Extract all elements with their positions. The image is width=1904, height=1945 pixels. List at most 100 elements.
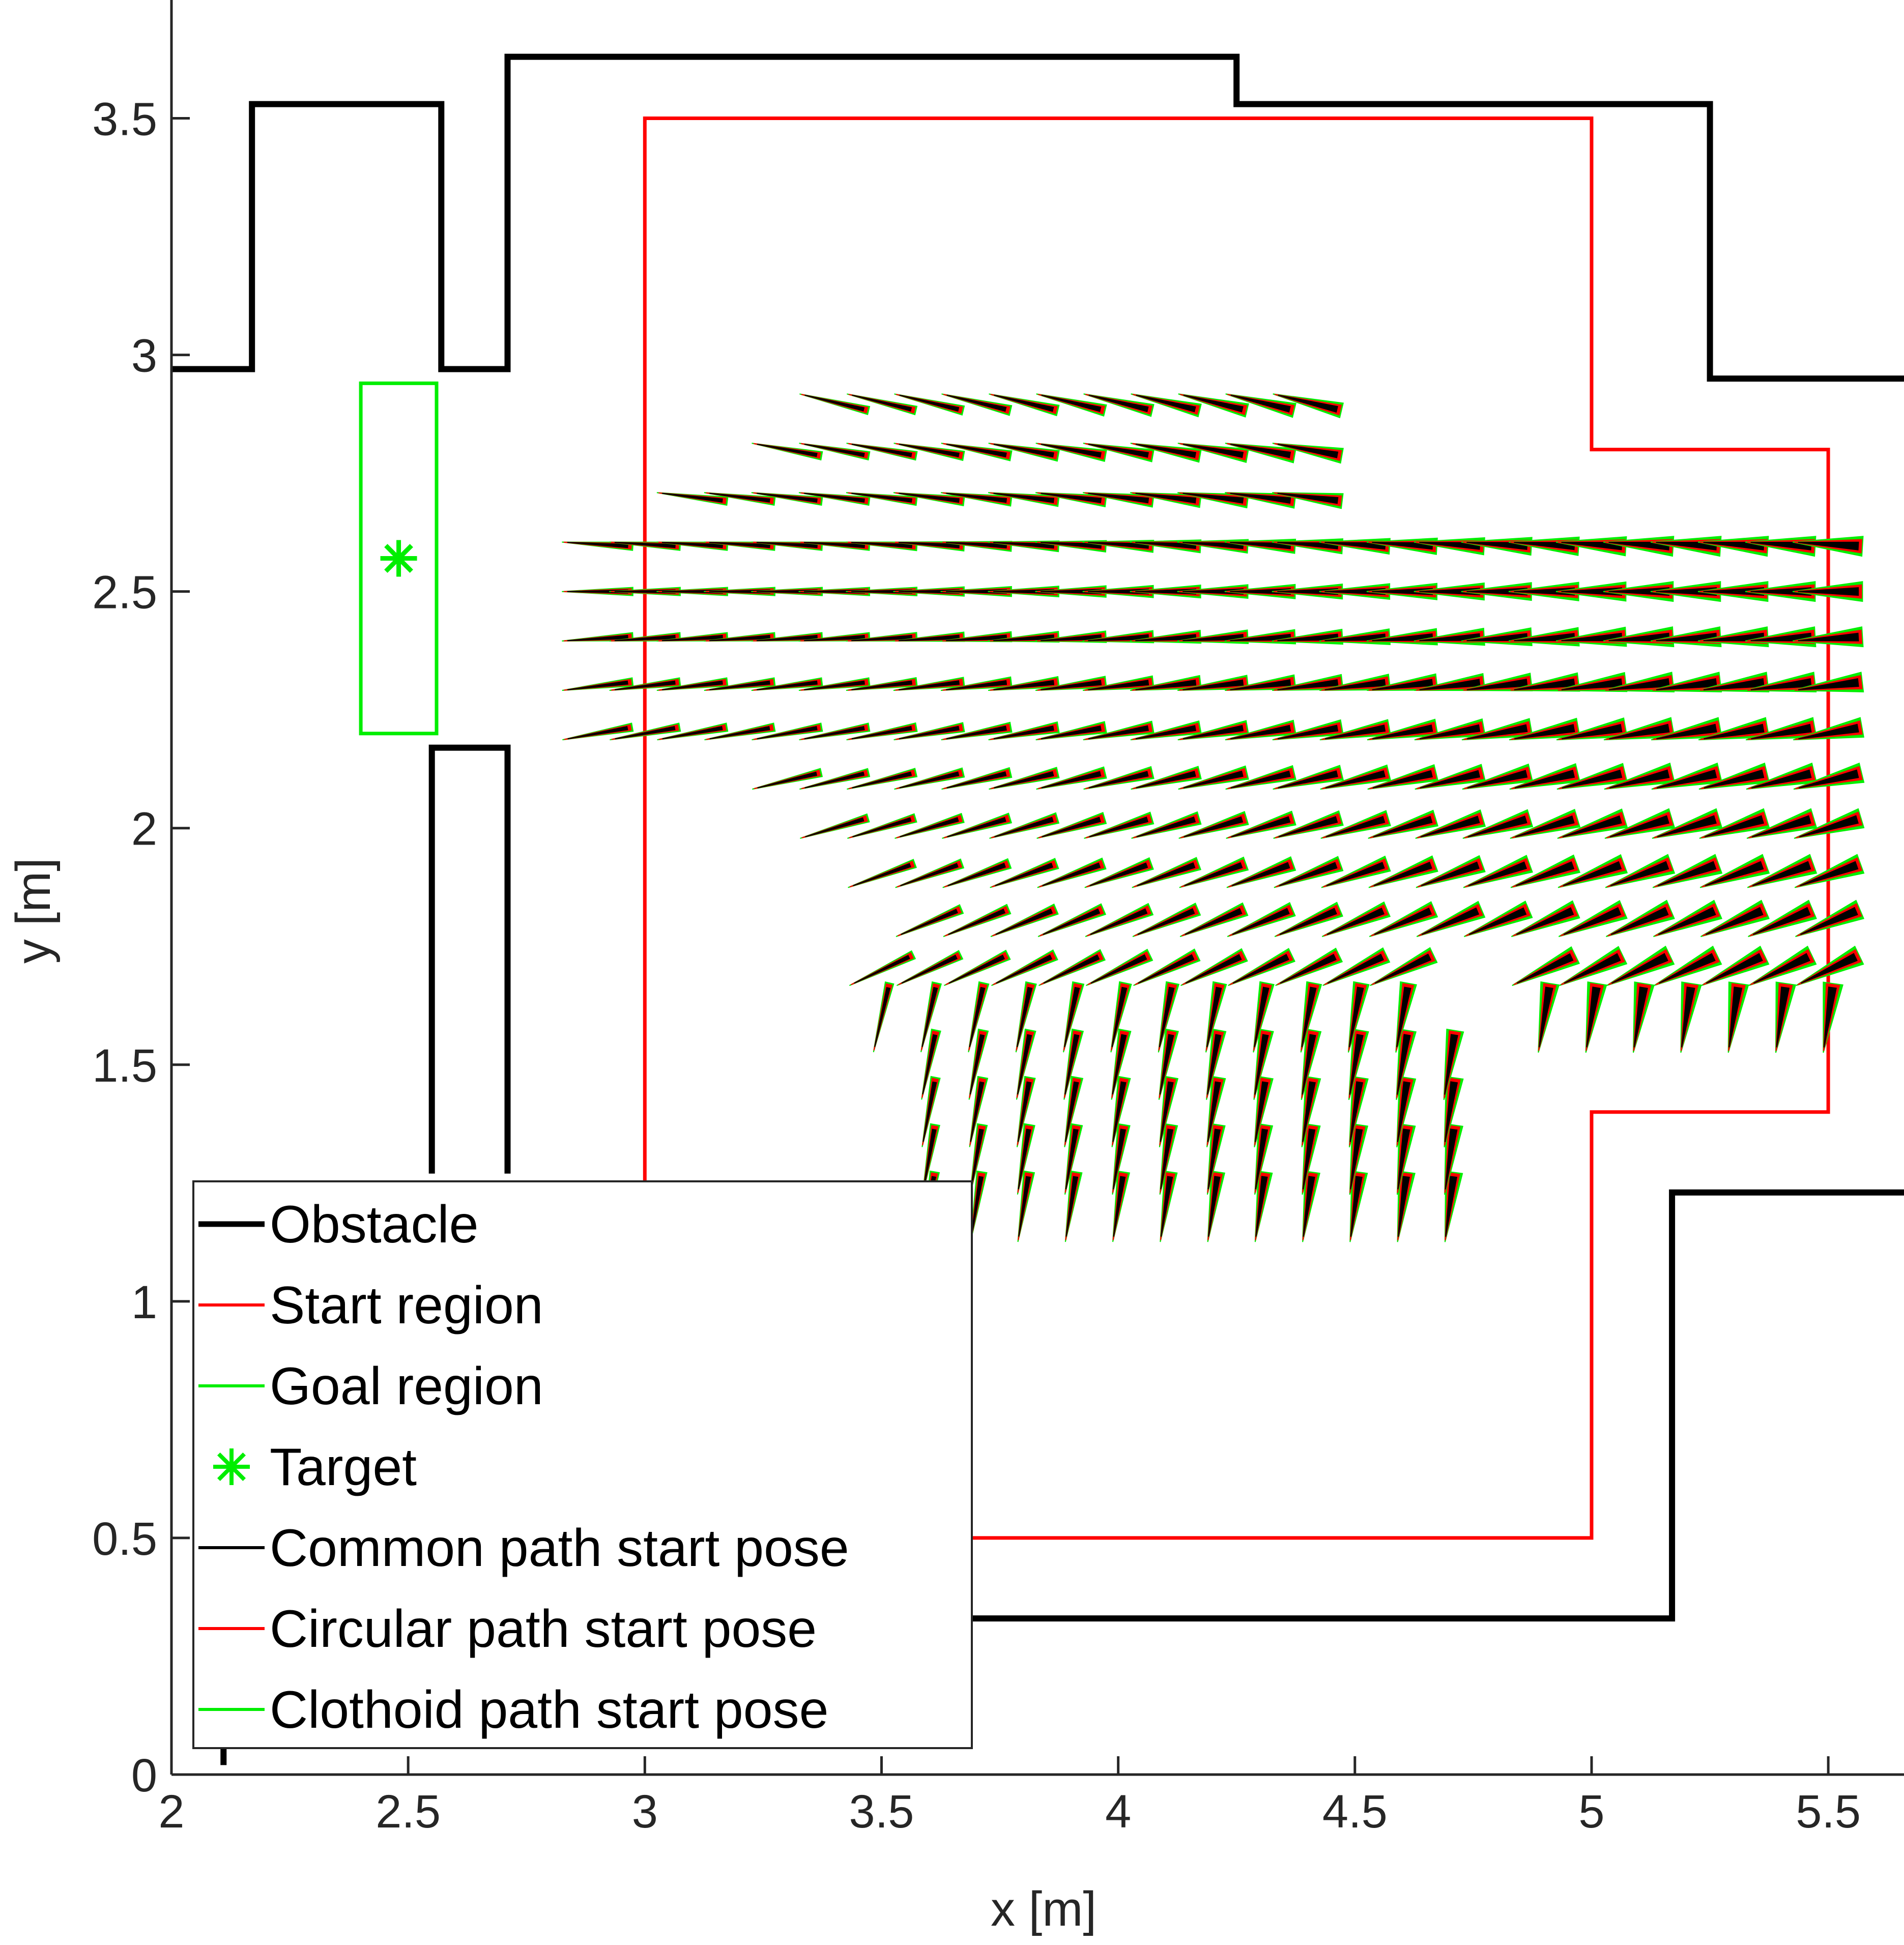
start-pose-wedge	[1652, 808, 1723, 839]
pose-wedge-layer	[1089, 817, 1149, 837]
start-pose-wedge	[1794, 854, 1865, 888]
pose-wedge-layer	[1138, 954, 1195, 984]
pose-wedge-layer	[1183, 394, 1244, 413]
pose-wedge-layer	[1700, 766, 1768, 790]
pose-wedge-layer	[1372, 770, 1433, 789]
pose-wedge-layer	[1793, 762, 1865, 790]
start-pose-wedge	[751, 677, 823, 691]
pose-wedge-layer	[1207, 1034, 1222, 1095]
start-pose-wedge	[1131, 393, 1202, 418]
start-pose-wedge	[562, 632, 634, 642]
start-pose-wedge	[1348, 1076, 1369, 1148]
pose-wedge-layer	[1562, 815, 1622, 837]
start-pose-wedge	[1747, 854, 1818, 888]
pose-wedge-layer	[1657, 861, 1717, 886]
start-pose-wedge	[968, 981, 990, 1053]
pose-wedge-layer	[1278, 394, 1338, 413]
start-pose-wedge	[1348, 1028, 1369, 1100]
start-pose-wedge	[1605, 899, 1675, 937]
legend-box	[192, 1180, 973, 1749]
start-pose-wedge	[1604, 808, 1676, 839]
pose-wedge-layer	[1680, 983, 1699, 1051]
legend: Obstacle Start region Goal region Target Com…	[192, 1180, 973, 1749]
pose-wedge-layer	[1088, 444, 1149, 458]
pose-wedge-layer	[1445, 1176, 1458, 1237]
pose-wedge-layer	[1538, 983, 1556, 1051]
start-pose-wedge	[1463, 855, 1533, 888]
pose-wedge-layer	[969, 986, 986, 1048]
start-pose-wedge	[798, 492, 871, 506]
start-pose-wedge	[1319, 674, 1391, 691]
pose-wedge-layer	[1179, 677, 1248, 691]
start-pose-wedge	[1699, 808, 1770, 839]
pose-wedge-layer	[1065, 1081, 1079, 1142]
pose-wedge-layer	[1746, 762, 1818, 790]
pose-wedge-layer	[1563, 861, 1622, 886]
pose-wedge-layer	[1419, 633, 1481, 642]
pose-wedge-layer	[1704, 723, 1765, 740]
pose-wedge-layer	[1656, 678, 1717, 690]
start-pose-wedge	[988, 540, 1060, 553]
start-pose-wedge	[1082, 539, 1155, 553]
pose-wedge-layer	[1751, 815, 1812, 837]
pose-wedge-layer	[1700, 720, 1768, 740]
start-pose-wedge	[798, 541, 871, 551]
pose-wedge-layer	[851, 680, 913, 690]
start-pose-wedge	[896, 950, 964, 986]
pose-wedge-layer	[1349, 1034, 1364, 1095]
start-pose-wedge	[609, 632, 681, 642]
start-pose-wedge	[562, 541, 634, 551]
start-pose-wedge	[1016, 1028, 1036, 1100]
start-pose-wedge	[920, 981, 942, 1053]
pose-wedge-layer	[1610, 907, 1669, 935]
pose-wedge-layer	[567, 680, 628, 690]
pose-wedge-layer	[1225, 443, 1296, 463]
pose-wedge-layer	[1182, 444, 1244, 458]
pose-wedge-layer	[1398, 1176, 1410, 1237]
pose-wedge-layer	[1064, 1034, 1080, 1095]
pose-wedge-layer	[1750, 678, 1812, 690]
start-pose-wedge	[893, 443, 965, 461]
start-pose-wedge	[894, 393, 965, 416]
start-pose-wedge	[799, 443, 871, 461]
pose-wedge-layer	[757, 680, 818, 690]
start-pose-wedge	[704, 722, 776, 741]
pose-wedge-layer	[1254, 1034, 1269, 1095]
pose-wedge-layer	[1041, 771, 1102, 789]
pose-wedge-layer	[1325, 816, 1386, 837]
start-pose-wedge	[1745, 672, 1817, 692]
pose-wedge-layer	[1226, 492, 1295, 506]
pose-wedge-layer	[1420, 816, 1480, 837]
pose-wedge-layer	[1348, 986, 1364, 1048]
start-pose-wedge	[798, 677, 871, 691]
pose-wedge-layer	[948, 954, 1005, 984]
start-pose-wedge	[1084, 811, 1155, 839]
pose-wedge-layer	[1658, 907, 1716, 935]
pose-wedge-layer	[1302, 1172, 1318, 1240]
start-pose-wedge	[893, 631, 965, 642]
pose-wedge-layer	[1348, 981, 1370, 1053]
pose-wedge-layer	[1182, 492, 1244, 504]
start-pose-wedge	[1322, 947, 1391, 986]
pose-wedge-layer	[1798, 678, 1859, 690]
x-tick-label: 4	[1105, 1786, 1131, 1838]
start-pose-wedge	[1511, 900, 1580, 937]
pose-wedge-layer	[970, 1081, 985, 1142]
pose-wedge-layer	[1397, 1034, 1411, 1095]
start-pose-wedge	[704, 632, 776, 642]
pose-wedge-layer	[1160, 1128, 1174, 1189]
pose-wedge-layer	[1303, 1176, 1315, 1237]
start-pose-wedge	[1604, 762, 1676, 790]
pose-wedge-layer	[1208, 1176, 1221, 1237]
pose-wedge-layer	[709, 726, 770, 740]
pose-wedge-layer	[1420, 770, 1481, 789]
start-pose-wedge	[609, 677, 681, 691]
pose-wedge-layer	[1088, 771, 1149, 789]
start-pose-wedge	[942, 858, 1012, 888]
start-pose-wedge	[1302, 1123, 1321, 1195]
start-pose-wedge	[1035, 443, 1107, 462]
pose-wedge-layer	[1041, 634, 1102, 642]
x-axis-label: x [m]	[991, 1882, 1097, 1936]
pose-wedge-layer	[804, 444, 865, 457]
start-pose-wedge	[1320, 810, 1391, 839]
